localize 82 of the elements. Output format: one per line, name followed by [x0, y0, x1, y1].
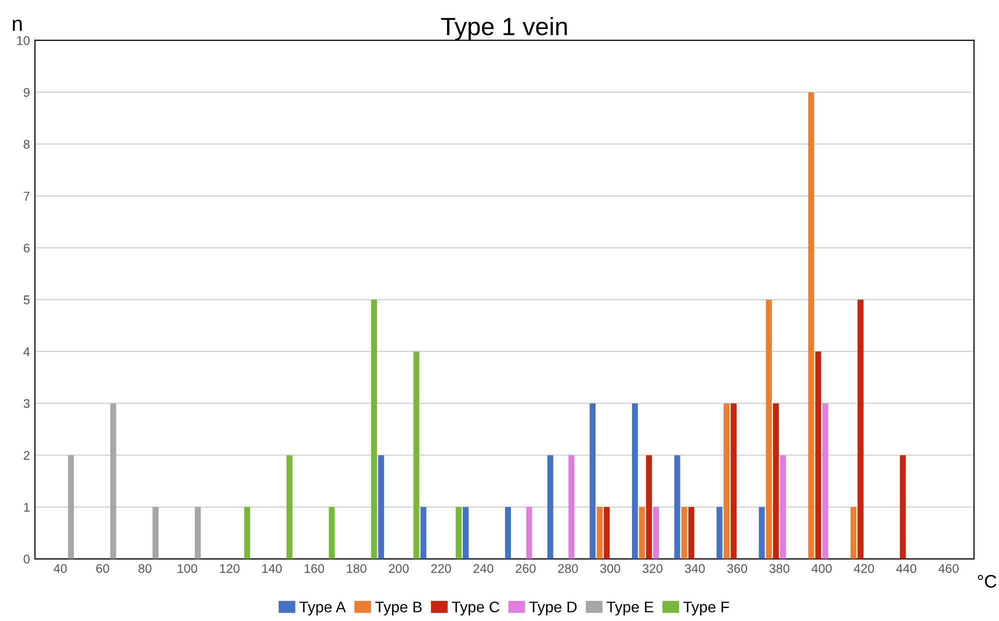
bar — [596, 507, 603, 559]
x-tick-label: 380 — [769, 564, 790, 573]
y-tick-label: 6 — [24, 244, 30, 252]
bar — [456, 507, 462, 559]
bar — [413, 351, 420, 559]
y-tick-label: 8 — [24, 140, 30, 149]
bar — [632, 403, 638, 559]
bar — [822, 403, 828, 559]
bar — [900, 455, 906, 559]
bar — [850, 507, 856, 559]
chart-title: Type 1 vein — [441, 17, 567, 40]
bar — [286, 455, 292, 559]
legend-label: Type F — [683, 602, 730, 616]
bar — [730, 403, 737, 559]
y-tick-label: 10 — [17, 36, 30, 46]
bar — [568, 455, 574, 559]
x-tick-label: 360 — [727, 564, 748, 573]
bar — [604, 507, 610, 559]
bar — [674, 455, 680, 559]
x-tick-label: 460 — [938, 564, 959, 573]
x-tick-label: 440 — [896, 564, 916, 573]
bar — [420, 507, 426, 559]
x-tick-label: 160 — [304, 564, 324, 573]
bar — [462, 507, 469, 559]
bar — [681, 507, 688, 559]
y-tick-label: 3 — [24, 399, 30, 408]
bar — [716, 507, 722, 559]
bar — [371, 300, 378, 559]
x-tick-label: 40 — [54, 564, 67, 573]
bar — [110, 403, 116, 559]
bar — [724, 403, 730, 559]
x-tick-label: 100 — [178, 564, 198, 573]
bar — [646, 455, 652, 559]
x-tick-label: 260 — [516, 564, 536, 573]
bar — [653, 507, 660, 559]
y-tick-label: 5 — [24, 296, 30, 304]
bar — [772, 403, 779, 559]
y-tick-label: 0 — [24, 554, 30, 564]
bar — [547, 455, 554, 559]
x-tick-label: 420 — [854, 564, 874, 573]
x-tick-label: 240 — [474, 564, 494, 573]
bar — [766, 300, 772, 559]
x-axis-title: °C — [978, 574, 996, 588]
bar — [639, 507, 645, 559]
x-tick-label: 180 — [346, 564, 366, 573]
bar — [688, 507, 694, 559]
bar — [526, 507, 532, 559]
bar — [858, 300, 864, 559]
bar — [152, 507, 158, 559]
bar — [815, 351, 822, 559]
x-tick-label: 220 — [431, 564, 451, 573]
x-tick-label: 200 — [388, 564, 409, 573]
y-tick-label: 1 — [24, 502, 30, 512]
x-tick-label: 280 — [558, 564, 578, 573]
legend-label: Type C — [452, 602, 500, 616]
bar — [378, 455, 384, 559]
bar — [68, 455, 74, 559]
x-tick-label: 80 — [138, 564, 152, 573]
bar — [758, 507, 765, 559]
x-tick-label: 120 — [220, 564, 240, 573]
x-tick-label: 400 — [812, 564, 832, 573]
x-tick-label: 340 — [684, 564, 705, 573]
legend-label: Type D — [529, 602, 577, 616]
bar — [780, 455, 786, 559]
x-tick-label: 320 — [642, 564, 662, 573]
y-tick-label: 7 — [24, 192, 30, 200]
bar — [244, 507, 250, 559]
x-tick-label: 60 — [96, 564, 110, 573]
bar — [505, 507, 511, 559]
legend-label: Type B — [375, 602, 422, 616]
y-tick-label: 2 — [24, 450, 30, 460]
y-tick-label: 9 — [24, 88, 30, 97]
bar — [328, 507, 335, 559]
x-tick-label: 140 — [262, 564, 282, 573]
legend-label: Type E — [606, 602, 654, 616]
bar — [194, 507, 201, 559]
legend-label: Type A — [300, 602, 346, 616]
x-tick-label: 300 — [600, 564, 620, 573]
y-tick-label: 4 — [23, 347, 30, 356]
bar — [808, 92, 814, 559]
y-axis-title: n — [12, 20, 22, 31]
bar — [590, 403, 596, 559]
